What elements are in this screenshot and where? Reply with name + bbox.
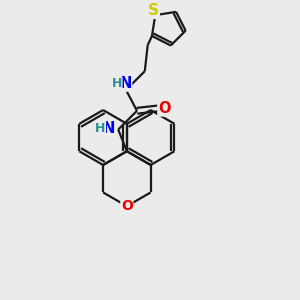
Text: O: O bbox=[158, 101, 170, 116]
Text: H: H bbox=[112, 77, 122, 90]
Text: N: N bbox=[103, 121, 115, 136]
Text: O: O bbox=[121, 199, 133, 213]
Text: H: H bbox=[95, 122, 106, 135]
Text: N: N bbox=[119, 76, 132, 91]
Text: S: S bbox=[148, 3, 159, 18]
